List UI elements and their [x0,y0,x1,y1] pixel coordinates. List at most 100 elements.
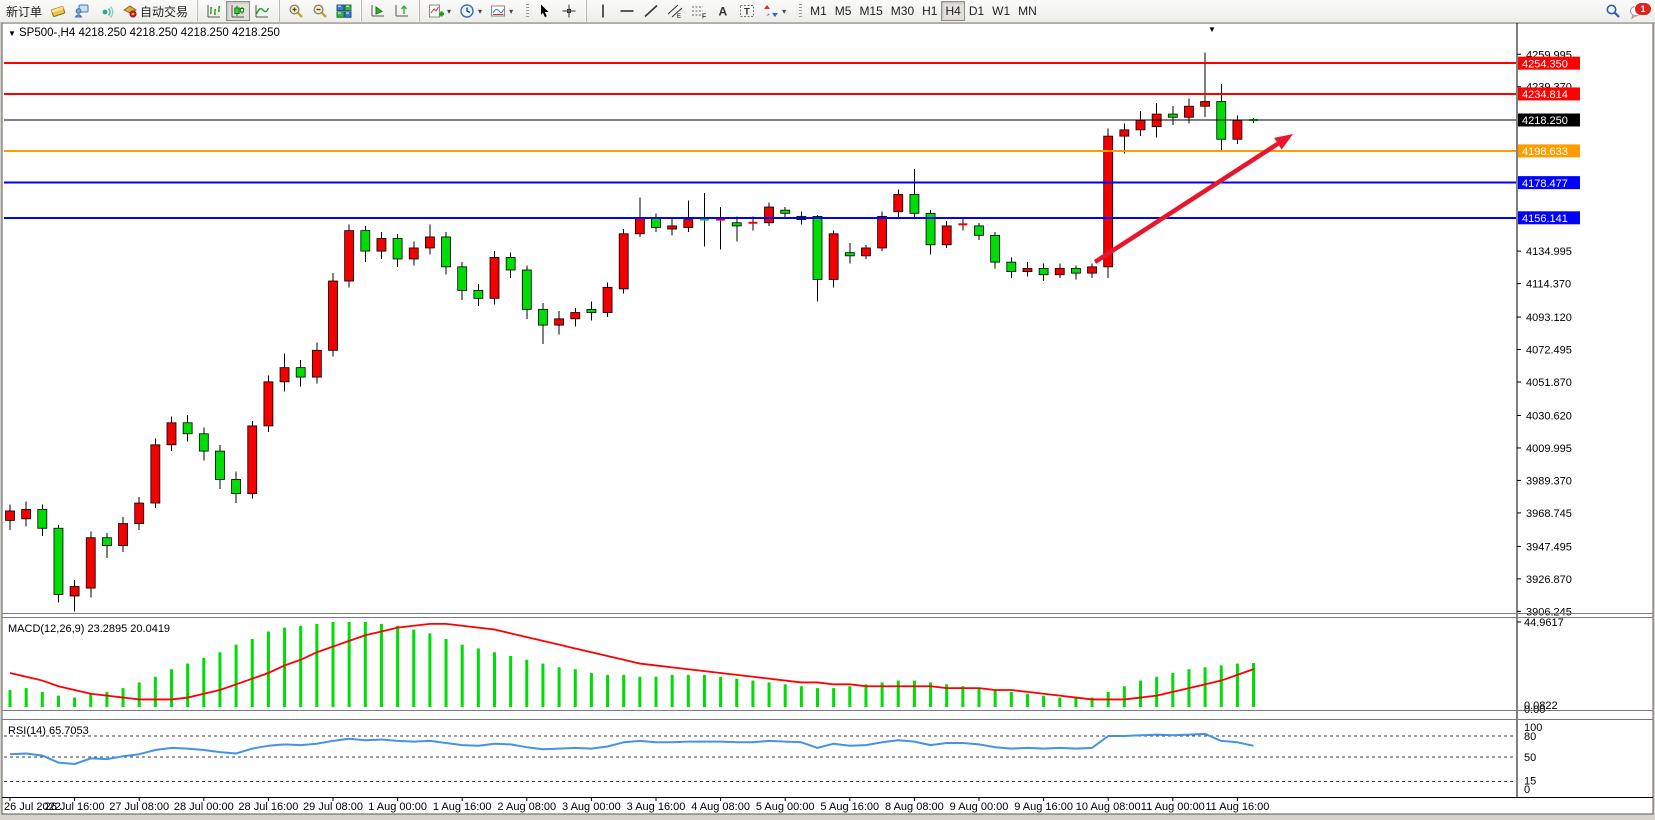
trendline-button[interactable] [639,1,663,21]
equidistant-channel-button[interactable]: E [663,1,687,21]
toolbar-group: ▾ ▾ ▾ [419,0,519,22]
indicators-button[interactable]: ▾ [424,1,455,21]
chartshift-icon [395,5,409,17]
macd-bar [1122,686,1126,707]
tile-windows-button[interactable] [332,1,356,21]
timeframe-m1-button[interactable]: M1 [806,1,831,21]
macd-bar [8,690,12,707]
macd-bar [977,688,981,707]
macd-bar [73,697,77,707]
price-axis[interactable]: 4259.9954239.3704134.9954114.3704093.120… [1516,23,1580,797]
crosshair-button[interactable] [557,1,581,21]
metaeditor-button[interactable] [70,1,94,21]
notifications-button[interactable]: 1 [1625,1,1652,21]
zoomout-icon [313,4,327,18]
svg-text:4156.141: 4156.141 [1522,213,1568,225]
macd-bar [929,682,933,707]
macd-bar [735,678,739,707]
search-button[interactable] [1601,1,1625,21]
time-tick-label: 9 Aug 00:00 [950,801,1009,813]
candlestick-chart-button[interactable] [226,1,251,21]
price-tick-label: 3989.370 [1526,475,1572,487]
cursor-button[interactable] [533,1,557,21]
arrows-button[interactable]: ▾ [759,1,790,21]
text-label-button[interactable]: T [735,1,759,21]
toolbar-group: M1 M5 M15 M30 H1 H4 D1 W1 MN [792,0,1043,22]
new-order-button-label: 新订单 [6,4,43,19]
dropdown-arrow-icon: ▾ [509,6,514,16]
macd-bar [848,686,852,707]
editor-icon [74,4,89,18]
macd-bar [283,627,287,707]
chart-shift-button[interactable] [390,1,414,21]
timeframe-m15-button[interactable]: M15 [855,1,886,21]
svg-text:4178.477: 4178.477 [1522,178,1568,190]
timeframe-d1-button[interactable]: D1 [965,1,988,21]
time-tick-label: 29 Jul 08:00 [303,801,363,813]
timeframe-m5-button[interactable]: M5 [831,1,856,21]
bar-chart-button[interactable] [202,1,226,21]
auto-trading-button[interactable]: 自动交易 [118,1,192,21]
broadcast-button[interactable] [94,1,118,21]
price-line-label: 4198.633 [1518,144,1580,158]
candles-icon [231,5,245,18]
order-ticket-button[interactable] [46,1,70,21]
macd-bar [299,625,303,707]
time-tick-label: 27 Jul 08:00 [109,801,169,813]
macd-bar [961,686,965,707]
toolbar-group [361,0,416,22]
timeframe-m30-button[interactable]: M30 [887,1,918,21]
macd-bar [347,622,351,707]
fibonacci-button[interactable]: F [687,1,711,21]
toolbar-grip[interactable] [799,4,803,18]
text-button[interactable]: A [711,1,735,21]
templates-button[interactable]: ▾ [486,1,517,21]
new-order-button[interactable]: 新订单 [2,1,46,21]
macd-bar [1025,693,1029,707]
timeframe-mn-button[interactable]: MN [1014,1,1041,21]
svg-text:4234.814: 4234.814 [1522,89,1568,101]
clock-icon [460,4,474,18]
autoscroll-icon [371,5,385,17]
timeframe-h1-button[interactable]: H1 [918,1,941,21]
macd-bar [1090,697,1094,707]
horizontal-line-button[interactable] [615,1,639,21]
zoom-in-button[interactable] [284,1,308,21]
svg-text:4254.350: 4254.350 [1522,58,1568,70]
time-tick-label: 5 Aug 00:00 [756,801,815,813]
macd-bar [864,684,868,707]
line-chart-button[interactable] [250,1,274,21]
fibo-icon: F [692,6,706,19]
trend-arrow[interactable] [1093,134,1293,264]
macd-bar [880,682,884,707]
vertical-line-button[interactable] [591,1,615,21]
timeframe-h4-button[interactable]: H4 [941,1,965,21]
chart-window: ▼ SP500-,H4 4218.250 4218.250 4218.250 42… [0,22,1655,815]
macd-bar [1139,680,1142,707]
svg-text:▼: ▼ [8,29,16,38]
macd-bar [783,684,787,707]
toolbar-grip[interactable] [526,4,530,18]
macd-signal-line [9,622,1254,701]
time-tick-label: 26 Jul 2022 [4,801,61,813]
time-tick-label: 3 Aug 00:00 [562,801,621,813]
periods-button[interactable]: ▾ [455,1,486,21]
macd-bar [412,629,416,707]
macd-bar [719,676,723,707]
linechart-icon [255,5,270,18]
zoom-out-button[interactable] [308,1,332,21]
timeframe-w1-button[interactable]: W1 [988,1,1014,21]
time-tick-label: 11 Aug 16:00 [1205,801,1269,813]
macd-bar [331,622,335,707]
macd-bar [444,639,448,707]
macd-bar [153,676,157,707]
time-tick-label: 8 Aug 08:00 [885,801,944,813]
time-tick-label: 4 Aug 08:00 [691,801,750,813]
macd-bar [186,663,190,707]
macd-bar [638,676,642,707]
macd-bar [1009,691,1013,707]
macd-bar [509,656,513,707]
chart-canvas[interactable]: ▼ SP500-,H4 4218.250 4218.250 4218.250 42… [0,22,1655,815]
auto-scroll-button[interactable] [366,1,390,21]
